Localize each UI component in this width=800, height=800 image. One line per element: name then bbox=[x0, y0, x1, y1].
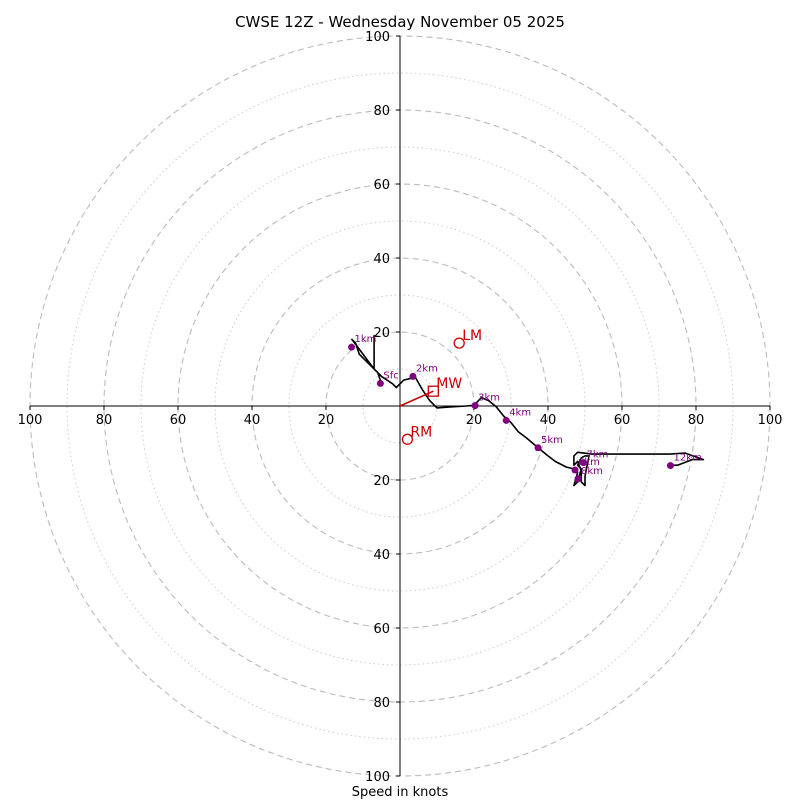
height-marker-label: 8km bbox=[581, 466, 603, 477]
y-tick-label: 100 bbox=[365, 770, 390, 785]
height-marker-dot bbox=[502, 416, 510, 424]
height-marker-dot bbox=[376, 379, 384, 387]
y-tick-label: 20 bbox=[373, 474, 390, 489]
storm-motion-marker bbox=[401, 433, 414, 445]
y-tick-label: 80 bbox=[373, 696, 390, 711]
x-tick-label: 20 bbox=[466, 413, 483, 428]
height-marker-dot bbox=[534, 444, 542, 452]
height-marker-dot bbox=[471, 402, 479, 410]
storm-motion-markers: LM MW RM bbox=[401, 328, 482, 445]
height-marker-label: 6km bbox=[578, 457, 600, 468]
height-marker-label: 5km bbox=[541, 435, 563, 446]
x-tick-label: 20 bbox=[318, 413, 335, 428]
x-tick-label: 80 bbox=[96, 413, 113, 428]
storm-motion-label: RM bbox=[410, 424, 432, 440]
height-marker-dot bbox=[574, 475, 582, 483]
y-tick-label: 40 bbox=[373, 252, 390, 267]
height-marker-dot bbox=[580, 459, 588, 467]
storm-motion-label: MW bbox=[436, 376, 462, 392]
height-marker-label: Sfc bbox=[383, 370, 398, 381]
height-marker-dot bbox=[409, 372, 417, 380]
y-tick-label: 100 bbox=[365, 30, 390, 45]
y-tick-label: 60 bbox=[373, 178, 390, 193]
y-tick-label: 20 bbox=[373, 326, 390, 341]
height-marker-label: 12km bbox=[673, 453, 701, 464]
storm-motion-marker bbox=[427, 385, 439, 397]
height-marker-dot bbox=[571, 466, 579, 474]
y-tick-label: 60 bbox=[373, 622, 390, 637]
storm-motion-label: LM bbox=[462, 328, 482, 344]
height-marker-label: 7km bbox=[587, 450, 609, 461]
x-tick-label: 40 bbox=[540, 413, 557, 428]
y-tick-label: 80 bbox=[373, 104, 390, 119]
height-marker-label: 1km bbox=[355, 334, 377, 345]
x-tick-label: 60 bbox=[170, 413, 187, 428]
storm-motion-marker bbox=[453, 337, 465, 349]
chart-title: CWSE 12Z - Wednesday November 05 2025 bbox=[235, 13, 565, 31]
x-tick-label: 100 bbox=[18, 413, 43, 428]
height-marker-label: 2km bbox=[416, 363, 438, 374]
x-tick-label: 60 bbox=[614, 413, 631, 428]
x-tick-label: 80 bbox=[688, 413, 705, 428]
y-tick-label: 40 bbox=[373, 548, 390, 563]
height-marker-label: 3km bbox=[478, 393, 500, 404]
tick-labels: 100 80 60 40 20 20 40 60 80 100 100 80 60 40 20 20 40 60 8… bbox=[18, 30, 783, 785]
height-marker-label: 4km bbox=[509, 407, 531, 418]
hodograph-trace-line bbox=[351, 334, 705, 487]
x-tick-label: 40 bbox=[244, 413, 261, 428]
x-axis-label: Speed in knots bbox=[352, 785, 449, 800]
x-tick-label: 100 bbox=[758, 413, 783, 428]
height-marker-dot bbox=[666, 462, 674, 470]
height-marker-dot bbox=[348, 343, 356, 351]
